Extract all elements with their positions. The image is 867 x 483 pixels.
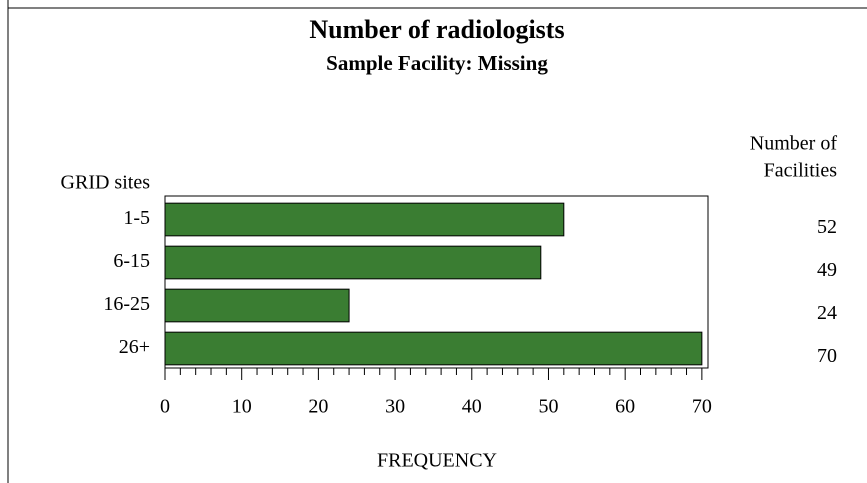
y-tick-label: 26+ — [119, 336, 150, 358]
plot-frame — [164, 195, 709, 369]
x-tick-label: 50 — [538, 396, 558, 418]
x-tick-label: 70 — [692, 396, 712, 418]
x-tick-label: 40 — [462, 396, 482, 418]
x-axis-label: FREQUENCY — [377, 450, 497, 472]
y-axis-label: GRID sites — [61, 172, 151, 194]
x-tick-label: 60 — [615, 396, 635, 418]
x-tick-label: 20 — [308, 396, 328, 418]
value-label: 24 — [817, 302, 837, 324]
y-tick-label: 1-5 — [123, 207, 150, 229]
chart-title: Number of radiologists — [309, 15, 564, 44]
y-tick-label: 6-15 — [113, 250, 150, 272]
bar — [164, 245, 542, 280]
value-header: Facilities — [764, 160, 838, 182]
x-tick-label: 0 — [160, 396, 170, 418]
x-tick-label: 10 — [232, 396, 252, 418]
value-header: Number of — [750, 133, 838, 155]
y-tick-label: 16-25 — [103, 293, 150, 315]
bar — [164, 331, 703, 366]
bar — [164, 288, 350, 323]
x-tick-label: 30 — [385, 396, 405, 418]
value-label: 52 — [817, 216, 837, 238]
value-label: 49 — [817, 259, 837, 281]
bar — [164, 202, 565, 237]
value-label: 70 — [817, 345, 837, 367]
chart-subtitle: Sample Facility: Missing — [326, 51, 548, 75]
